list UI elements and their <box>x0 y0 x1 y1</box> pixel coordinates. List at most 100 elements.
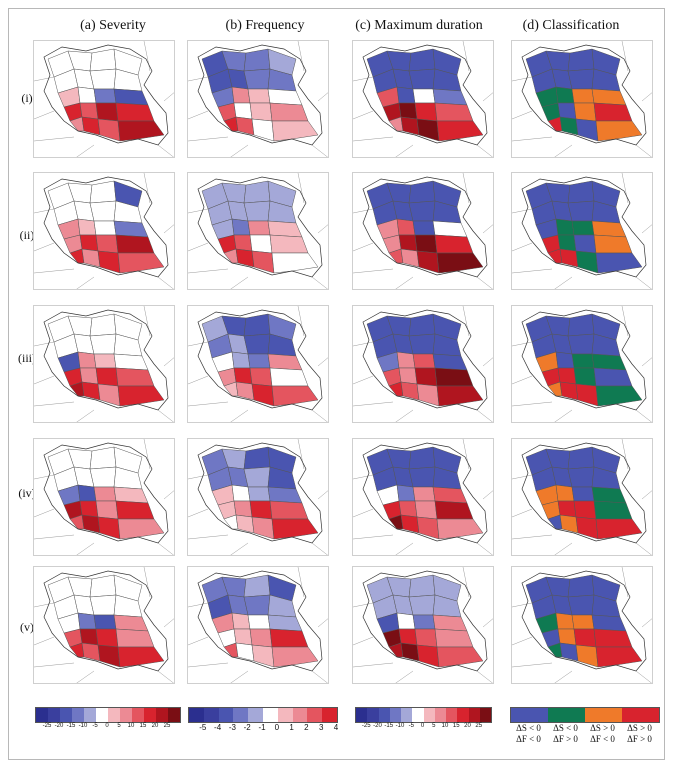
subbasin-region <box>117 646 165 668</box>
subbasin-region <box>593 500 633 520</box>
legend-frequency-swatch <box>233 708 249 722</box>
subbasin-region <box>557 628 577 646</box>
subbasin-region <box>247 614 271 630</box>
legend-severity-tick-label: -20 <box>54 723 64 729</box>
subbasin-region <box>408 594 436 616</box>
subbasin-region <box>89 333 117 355</box>
map-svg <box>512 567 652 683</box>
legend-classification-swatch <box>511 708 548 722</box>
map-svg <box>512 439 652 555</box>
subbasin-region <box>571 88 595 104</box>
subbasin-region <box>571 353 595 369</box>
subbasin-region <box>117 518 165 540</box>
subbasin-region <box>115 102 155 122</box>
legend-duration-swatch <box>468 708 480 722</box>
subbasin-region <box>595 120 643 142</box>
map-svg <box>353 439 493 555</box>
map-panel-frequency-2 <box>187 172 329 290</box>
subbasin-region <box>115 500 155 520</box>
legend-frequency-swatch <box>203 708 219 722</box>
legend-severity-swatch <box>60 708 72 722</box>
subbasin-region <box>77 484 97 502</box>
map-svg <box>188 439 328 555</box>
legend-severity-tick-label: 10 <box>127 723 135 729</box>
subbasin-region <box>408 333 436 355</box>
subbasin-region <box>595 518 643 540</box>
legend-classification-label-line1: ΔS > 0 <box>627 723 652 733</box>
map-panel-classification-4 <box>511 438 653 556</box>
subbasin-region <box>97 644 121 668</box>
subbasin-region <box>567 180 595 204</box>
subbasin-region <box>432 220 468 238</box>
subbasin-region <box>434 500 474 520</box>
subbasin-region <box>247 486 271 502</box>
subbasin-region <box>567 446 595 470</box>
basin-outline <box>197 309 323 411</box>
legend-frequency-tick-label: 4 <box>333 723 339 732</box>
map-panel-frequency-1 <box>187 40 329 158</box>
legend-severity-swatch <box>120 708 132 722</box>
subbasin-region <box>436 120 484 142</box>
subbasin-region <box>95 628 119 648</box>
subbasin-region <box>243 466 271 488</box>
legend-severity-tick-label: 5 <box>117 723 121 729</box>
legend-duration-tick-label: 5 <box>432 723 436 729</box>
subbasin-region <box>414 367 438 387</box>
subbasin-region <box>95 367 119 387</box>
map-panel-duration-3 <box>352 305 494 423</box>
basin-outline <box>362 442 488 544</box>
map-svg <box>353 41 493 157</box>
basin-outline <box>197 176 323 278</box>
subbasin-region <box>89 446 117 470</box>
subbasin-region <box>271 646 319 668</box>
subbasin-region <box>555 612 575 630</box>
subbasin-region <box>267 614 303 632</box>
subbasin-region <box>575 516 599 540</box>
subbasin-region <box>93 88 117 104</box>
map-panel-classification-1 <box>511 40 653 158</box>
subbasin-region <box>412 88 436 104</box>
subbasin-region <box>243 594 271 616</box>
subbasin-region <box>113 614 149 632</box>
legend-severity-swatch <box>108 708 120 722</box>
subbasin-region <box>555 484 575 502</box>
basin-outline <box>43 44 169 146</box>
subbasin-region <box>571 614 595 630</box>
subbasin-region <box>77 351 97 369</box>
legend-classification-label: ΔS > 0 ΔF > 0 <box>621 723 658 745</box>
legend-frequency-tick-label: 1 <box>289 723 294 732</box>
subbasin-region <box>434 367 474 387</box>
subbasin-region <box>408 48 436 72</box>
subbasin-region <box>243 333 271 355</box>
subbasin-region <box>271 120 319 142</box>
legend-severity-tick-label: 0 <box>105 723 109 729</box>
subbasin-region <box>432 353 468 371</box>
legend-duration-tick-label: -10 <box>395 723 405 729</box>
legend-severity-tick-label: -5 <box>92 723 98 729</box>
subbasin-region <box>595 385 643 407</box>
subbasin-region <box>89 574 117 598</box>
subbasin-region <box>233 234 253 252</box>
subbasin-region <box>412 614 436 630</box>
subbasin-region <box>243 574 271 598</box>
subbasin-region <box>77 218 97 236</box>
subbasin-region <box>398 500 418 518</box>
subbasin-region <box>408 313 436 337</box>
subbasin-region <box>434 234 474 254</box>
subbasin-region <box>77 86 97 104</box>
legend-frequency-swatch <box>277 708 293 722</box>
subbasin-region <box>115 367 155 387</box>
map-panel-frequency-3 <box>187 305 329 423</box>
subbasin-region <box>432 88 468 106</box>
legend-frequency-tick-label: 0 <box>274 723 280 732</box>
basin-outline <box>362 44 488 146</box>
subbasin-region <box>247 220 271 236</box>
subbasin-region <box>249 102 273 122</box>
row-label-iv: (iv) <box>18 486 36 500</box>
map-svg <box>34 306 174 422</box>
subbasin-region <box>575 644 599 668</box>
legend-frequency <box>188 707 338 723</box>
subbasin-region <box>396 351 416 369</box>
legend-duration-swatch <box>367 708 379 722</box>
legend-classification-label: ΔS < 0 ΔF < 0 <box>510 723 547 745</box>
